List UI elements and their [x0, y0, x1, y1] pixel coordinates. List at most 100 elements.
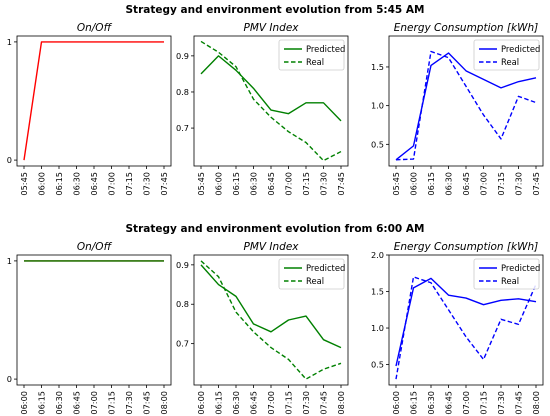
x-tick-label: 07:00 [89, 391, 99, 415]
x-tick-label: 06:00 [196, 391, 206, 415]
series-line-real [200, 40, 342, 162]
x-tick-label: 07:45 [319, 391, 329, 415]
plot-pmv-top: 0.7 0.8 0.9 05:45 06:00 06:15 06:30 06:45 07:00 0… [176, 35, 349, 196]
y-tick-label: 0.7 [176, 123, 189, 133]
x-tick-label: 08:00 [159, 391, 169, 415]
plot-energy-bottom: 0.5 1.0 1.5 2.0 06:00 06:15 06:30 06:45 07:00 07:… [371, 250, 544, 415]
x-tick-label: 05:45 [19, 172, 29, 196]
x-tick-label: 07:45 [336, 172, 346, 196]
y-tick-label: 1.0 [371, 101, 384, 111]
x-tick-label: 06:00 [391, 391, 401, 415]
legend: Predicted Real [473, 258, 540, 290]
y-tick-label: 0.5 [371, 139, 384, 149]
x-tick-label: 06:15 [37, 391, 47, 415]
series-line-real [200, 260, 342, 380]
x-tick-label: 07:15 [284, 391, 294, 415]
y-tick-label: 0.9 [176, 51, 189, 61]
legend: Predicted Real [278, 39, 345, 71]
title-energy-top: Energy Consumption [kWh] [394, 22, 538, 34]
x-tick-label: 07:15 [301, 172, 311, 196]
x-tick-label: 06:15 [426, 172, 436, 196]
x-tick-label: 07:30 [514, 172, 524, 196]
series-line-predicted [200, 55, 342, 122]
x-tick-label: 06:15 [214, 391, 224, 415]
group-title-bottom: Strategy and environment evolution from … [126, 223, 425, 235]
x-tick-label: 05:45 [391, 172, 401, 196]
y-tick-label: 0 [7, 155, 12, 165]
series-line-real [395, 50, 537, 161]
legend-label: Real [501, 57, 519, 67]
x-tick-label: 06:00 [409, 172, 419, 196]
x-tick-label: 07:00 [284, 172, 294, 196]
x-tick-label: 06:30 [72, 172, 82, 196]
y-tick-label: 0.7 [176, 339, 189, 349]
x-tick-label: 06:30 [54, 391, 64, 415]
x-tick-label: 07:00 [266, 391, 276, 415]
x-tick-label: 06:00 [19, 391, 29, 415]
x-tick-label: 06:30 [249, 172, 259, 196]
y-tick-label: 1.0 [371, 323, 384, 333]
plot-onoff-top: 0 1 05:45 06:00 06:15 06:30 06:45 07:00 07:15 07:… [7, 35, 172, 196]
x-tick-label: 06:45 [444, 391, 454, 415]
y-tick-label: 1 [7, 37, 12, 47]
legend-label: Predicted [306, 263, 345, 273]
series-line-real [395, 276, 537, 380]
x-tick-label: 07:45 [514, 391, 524, 415]
x-tick-label: 06:15 [409, 391, 419, 415]
legend-label: Real [306, 276, 324, 286]
plot-pmv-bottom: 0.7 0.8 0.9 06:00 06:15 06:30 06:45 07:00 07:15 0… [176, 254, 349, 415]
y-tick-label: 0.5 [371, 360, 384, 370]
x-tick-label: 07:30 [319, 172, 329, 196]
plot-energy-top: 0.5 1.0 1.5 05:45 06:00 06:15 06:30 06:45 07:00 0… [371, 35, 544, 196]
x-tick-label: 06:15 [54, 172, 64, 196]
x-tick-label: 06:15 [231, 172, 241, 196]
x-tick-label: 07:15 [124, 172, 134, 196]
x-tick-label: 08:00 [531, 391, 541, 415]
legend-label: Predicted [501, 263, 540, 273]
legend-label: Predicted [501, 44, 540, 54]
x-tick-label: 06:30 [426, 391, 436, 415]
x-tick-label: 07:15 [107, 391, 117, 415]
x-tick-label: 07:00 [479, 172, 489, 196]
x-tick-label: 07:30 [496, 391, 506, 415]
legend-label: Real [501, 276, 519, 286]
x-tick-label: 07:30 [124, 391, 134, 415]
x-tick-label: 06:45 [72, 391, 82, 415]
x-tick-label: 07:30 [142, 172, 152, 196]
y-tick-label: 0 [7, 374, 12, 384]
title-onoff-top: On/Off [77, 22, 113, 34]
x-tick-label: 07:45 [531, 172, 541, 196]
y-tick-label: 1.5 [371, 287, 384, 297]
group-title-top: Strategy and environment evolution from … [126, 4, 425, 16]
x-tick-label: 06:00 [37, 172, 47, 196]
title-pmv-bottom: PMV Index [243, 241, 299, 253]
legend: Predicted Real [473, 39, 540, 71]
x-tick-label: 06:45 [249, 391, 259, 415]
x-tick-label: 07:15 [496, 172, 506, 196]
y-tick-label: 0.8 [176, 87, 189, 97]
y-tick-label: 1 [7, 256, 12, 266]
x-tick-label: 06:30 [444, 172, 454, 196]
plots-layer: 0 1 05:45 06:00 06:15 06:30 06:45 07:00 07:15 07:… [7, 35, 544, 415]
y-tick-label: 2.0 [371, 250, 384, 260]
y-tick-label: 0.9 [176, 260, 189, 270]
legend: Predicted Real [278, 258, 345, 290]
x-tick-label: 07:15 [479, 391, 489, 415]
x-tick-label: 07:00 [107, 172, 117, 196]
y-tick-label: 0.8 [176, 299, 189, 309]
title-energy-bottom: Energy Consumption [kWh] [394, 241, 538, 253]
x-tick-label: 07:30 [301, 391, 311, 415]
series-line-predicted [395, 277, 537, 367]
series-line-series-1 [23, 41, 164, 161]
x-tick-label: 05:45 [196, 172, 206, 196]
x-tick-label: 06:00 [214, 172, 224, 196]
title-onoff-bottom: On/Off [77, 241, 113, 253]
x-tick-label: 06:45 [266, 172, 276, 196]
x-tick-label: 06:45 [89, 172, 99, 196]
x-tick-label: 07:45 [159, 172, 169, 196]
x-tick-label: 06:45 [461, 172, 471, 196]
axes-frame [16, 254, 172, 386]
x-tick-label: 06:30 [231, 391, 241, 415]
y-tick-label: 1.5 [371, 62, 384, 72]
title-pmv-top: PMV Index [243, 22, 299, 34]
